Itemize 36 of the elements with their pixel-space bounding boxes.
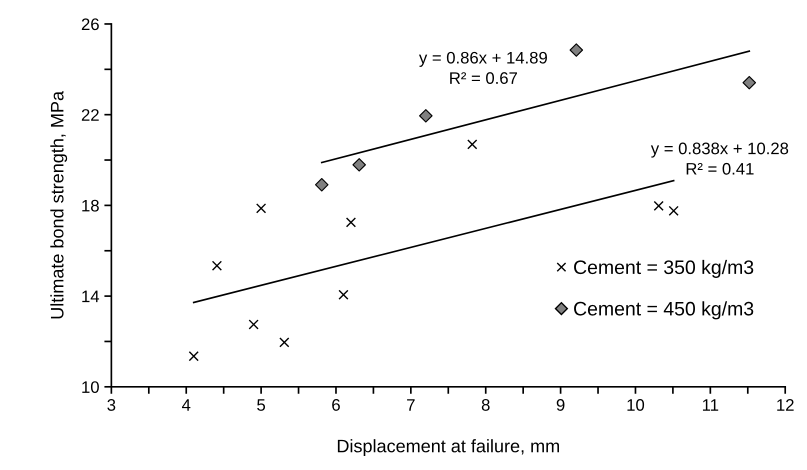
x-axis-title: Displacement at failure, mm <box>338 439 559 456</box>
point <box>654 200 664 211</box>
point <box>248 319 259 330</box>
point <box>742 76 756 90</box>
x-tick-label: 5 <box>257 399 266 411</box>
x-tick-label: 12 <box>777 399 794 411</box>
legend-label: Cement = 350 kg/m3 <box>574 260 754 278</box>
y-tick-label: 14 <box>82 290 100 302</box>
y-tick-label: 22 <box>82 109 99 121</box>
x-tick-label: 9 <box>556 399 564 411</box>
point <box>188 351 199 362</box>
point <box>338 290 349 300</box>
y-axis-title: Ultimate bond strength, MPa <box>50 90 68 318</box>
y-tick-label: 26 <box>82 18 99 30</box>
x-tick-label: 8 <box>482 399 490 411</box>
point <box>352 158 366 172</box>
x-tick-label: 7 <box>407 399 415 411</box>
legend-label: Cement = 450 kg/m3 <box>574 301 754 320</box>
x-tick-label: 11 <box>702 399 718 411</box>
annotation: y = 0.838x + 10.28 R² = 0.41 <box>650 142 788 175</box>
point <box>668 206 679 216</box>
point <box>314 178 329 192</box>
point <box>419 109 433 123</box>
point <box>279 337 290 348</box>
point <box>570 43 584 57</box>
point <box>212 260 222 271</box>
point <box>256 203 266 214</box>
x-tick-label: 6 <box>332 399 340 411</box>
y-tick-label: 10 <box>82 381 99 394</box>
x-tick-label: 4 <box>182 399 190 411</box>
x-tick-label: 10 <box>627 399 644 411</box>
annotation: y = 0.86x + 14.89 R² = 0.67 <box>418 52 547 84</box>
point <box>346 217 356 228</box>
y-tick-label: 18 <box>82 200 99 212</box>
point <box>467 139 478 150</box>
x-tick-label: 3 <box>107 399 116 411</box>
